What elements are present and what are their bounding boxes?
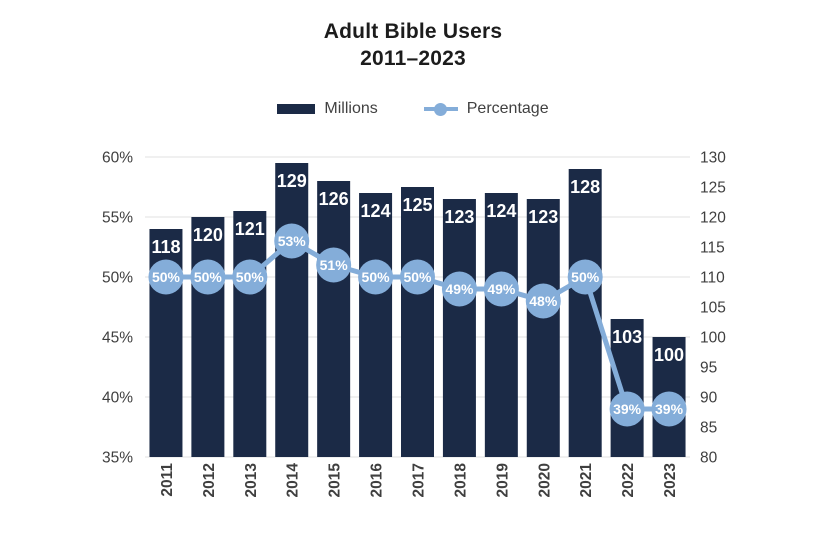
- bar-value-label: 103: [612, 327, 642, 347]
- marker-2023: [651, 391, 687, 427]
- legend-label-millions: Millions: [324, 100, 378, 117]
- left-axis-tick-label: 55%: [102, 210, 133, 227]
- legend: Millions Percentage: [0, 100, 826, 118]
- x-axis-year-label: 2012: [201, 463, 218, 497]
- marker-2022: [609, 391, 645, 427]
- x-axis-year-label: 2020: [536, 463, 553, 497]
- x-axis-year-label: 2013: [243, 463, 260, 498]
- percentage-line-swatch-icon: [423, 102, 458, 116]
- bar-value-label: 124: [361, 201, 391, 221]
- chart-title-line2: 2011–2023: [360, 47, 466, 71]
- marker-2011: [148, 259, 184, 295]
- bar-value-label: 121: [235, 219, 265, 239]
- bar-2014: [275, 163, 309, 457]
- left-axis-tick-label: 60%: [102, 150, 133, 167]
- chart-title: Adult Bible Users 2011–2023: [0, 18, 826, 73]
- left-axis: 60% 55% 50% 45% 40% 35%: [102, 150, 133, 467]
- bar-value-label: 118: [151, 237, 180, 257]
- bar-2019: [484, 193, 518, 457]
- right-axis-tick-label: 100: [700, 330, 726, 347]
- x-axis: 2011 2012 2013 2014 2015 2016 2017 2018 2019 2020…: [159, 463, 679, 498]
- bar-value-label: 128: [570, 177, 600, 197]
- right-axis: 130 125 120 115 110 105 100 95 90 85 80: [700, 150, 726, 467]
- marker-value-label: 50%: [362, 269, 391, 285]
- bar-2016: [359, 193, 393, 457]
- marker-value-label: 50%: [403, 269, 432, 285]
- marker-value-label: 39%: [613, 401, 642, 417]
- x-axis-year-label: 2011: [159, 463, 176, 497]
- right-axis-tick-label: 80: [700, 450, 718, 467]
- bar-value-label: 100: [654, 345, 684, 365]
- marker-2012: [190, 259, 226, 295]
- legend-item-percentage: Percentage: [423, 100, 549, 118]
- marker-2021: [567, 259, 603, 295]
- x-axis-year-label: 2023: [662, 463, 679, 498]
- marker-value-label: 49%: [487, 281, 516, 297]
- percentage-dot-icon: [434, 102, 448, 116]
- left-axis-tick-label: 50%: [102, 270, 133, 287]
- left-axis-tick-label: 45%: [102, 330, 133, 347]
- left-axis-tick-label: 35%: [102, 450, 133, 467]
- bar-value-label: 123: [528, 207, 558, 227]
- right-axis-tick-label: 110: [700, 270, 725, 287]
- bar-2018: [442, 199, 476, 457]
- right-axis-tick-label: 120: [700, 210, 726, 227]
- marker-value-label: 39%: [655, 401, 684, 417]
- marker-value-label: 53%: [278, 233, 307, 249]
- marker-2018: [441, 271, 477, 307]
- marker-2013: [232, 259, 268, 295]
- marker-value-label: 48%: [529, 293, 558, 309]
- x-axis-year-label: 2014: [285, 463, 302, 498]
- bar-2017: [401, 187, 434, 457]
- x-axis-year-label: 2015: [327, 463, 344, 498]
- bar-value-label: 126: [319, 189, 349, 209]
- right-axis-tick-label: 85: [700, 420, 717, 437]
- bar-2013: [233, 211, 267, 457]
- marker-value-label: 50%: [571, 269, 600, 285]
- right-axis-tick-label: 95: [700, 360, 717, 377]
- x-axis-year-label: 2018: [452, 463, 469, 498]
- right-axis-tick-label: 130: [700, 150, 726, 167]
- marker-value-label: 51%: [320, 257, 349, 273]
- bars-series-millions: 118 120 121 129 126 124 125 123 124 123 128 103 100: [149, 163, 686, 457]
- marker-2015: [316, 247, 352, 283]
- right-axis-tick-label: 90: [700, 390, 718, 407]
- chart-title-line1: Adult Bible Users: [323, 20, 503, 43]
- marker-2020: [525, 283, 561, 319]
- marker-value-label: 50%: [236, 269, 265, 285]
- right-axis-tick-label: 125: [700, 180, 726, 197]
- marker-2017: [400, 259, 435, 295]
- x-axis-year-label: 2017: [411, 463, 428, 497]
- bar-value-label: 125: [402, 195, 432, 215]
- x-axis-year-label: 2019: [494, 463, 511, 498]
- left-axis-tick-label: 40%: [102, 390, 133, 407]
- line-markers: 50% 50% 50% 53% 51% 50% 50% 49% 49% 48% 50% 39% 39%: [148, 223, 687, 427]
- bar-value-label: 123: [444, 207, 474, 227]
- legend-item-millions: Millions: [277, 100, 378, 118]
- millions-bar-swatch-icon: [277, 104, 316, 114]
- bar-value-label: 129: [277, 171, 307, 191]
- legend-label-percentage: Percentage: [466, 100, 549, 117]
- marker-value-label: 50%: [152, 269, 181, 285]
- bar-value-label: 124: [486, 201, 516, 221]
- x-axis-year-label: 2016: [369, 463, 386, 498]
- x-axis-year-label: 2022: [620, 463, 637, 497]
- bar-2022: [610, 319, 644, 457]
- bar-value-label: 120: [193, 225, 223, 245]
- marker-2016: [358, 259, 394, 295]
- marker-2019: [483, 271, 519, 307]
- x-axis-year-label: 2021: [578, 463, 595, 498]
- bar-2012: [191, 217, 225, 457]
- bar-2015: [317, 181, 351, 457]
- right-axis-tick-label: 115: [700, 240, 725, 257]
- right-axis-tick-label: 105: [700, 300, 726, 317]
- marker-value-label: 50%: [194, 269, 223, 285]
- marker-2014: [274, 223, 310, 259]
- bar-2020: [526, 199, 560, 457]
- marker-value-label: 49%: [445, 281, 474, 297]
